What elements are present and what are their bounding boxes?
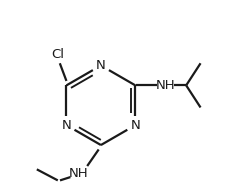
Text: N: N [96, 59, 106, 72]
Text: N: N [62, 119, 71, 132]
Text: NH: NH [69, 167, 89, 180]
Text: Cl: Cl [51, 48, 64, 61]
Text: NH: NH [155, 79, 175, 92]
Text: N: N [130, 119, 140, 132]
